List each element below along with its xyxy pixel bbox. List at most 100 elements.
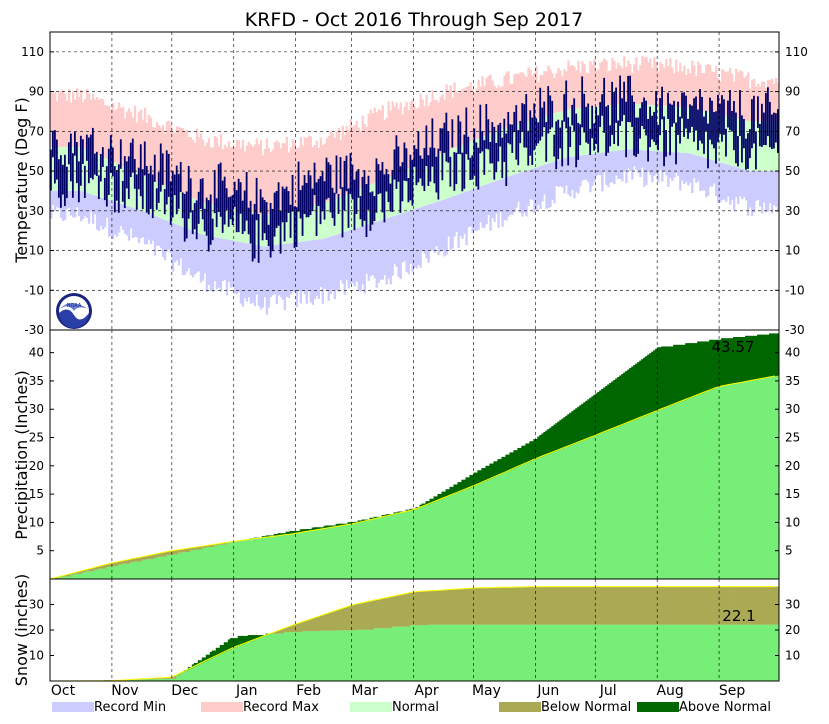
snow-normal-bar <box>324 631 326 681</box>
record-max-bar <box>571 65 573 109</box>
record-min-bar <box>739 168 741 196</box>
record-min-bar <box>725 164 727 202</box>
observed-day-bar <box>447 131 449 163</box>
precip-normal-bar <box>561 449 563 579</box>
precip-normal-bar <box>352 524 354 579</box>
snow-departure-bar <box>497 587 499 624</box>
record-min-bar <box>90 194 92 212</box>
precip-normal-bar <box>459 491 461 579</box>
normal-bar <box>346 194 348 231</box>
legend-label: Above Normal <box>679 700 771 715</box>
snow-normal-bar <box>555 625 557 681</box>
snow-normal-bar <box>240 645 242 681</box>
y-tick-label-right: 110 <box>785 45 808 59</box>
snow-normal-bar <box>665 625 667 681</box>
observed-day-bar <box>433 148 435 184</box>
record-max-bar <box>461 89 463 145</box>
observed-day-bar <box>102 147 104 167</box>
observed-day-bar <box>258 214 260 263</box>
precip-normal-bar <box>651 413 653 579</box>
snow-normal-bar <box>198 664 200 681</box>
record-max-bar <box>713 72 715 113</box>
observed-day-bar <box>184 194 186 242</box>
snow-departure-bar <box>348 607 350 631</box>
observed-day-bar <box>663 116 665 166</box>
precip-normal-bar <box>673 404 675 579</box>
record-min-bar <box>408 211 410 274</box>
observed-day-bar <box>136 174 138 209</box>
record-min-bar <box>695 155 697 183</box>
snow-departure-bar <box>451 589 453 624</box>
record-min-bar <box>605 152 607 185</box>
snow-normal-bar <box>276 634 278 681</box>
snow-departure-bar <box>579 587 581 625</box>
snow-normal-bar <box>467 625 469 681</box>
record-min-bar <box>669 152 671 178</box>
snow-departure-bar <box>683 587 685 625</box>
record-min-bar <box>332 236 334 290</box>
record-max-bar <box>677 71 679 106</box>
snow-normal-bar <box>557 625 559 681</box>
record-max-bar <box>248 142 250 212</box>
snow-normal-bar <box>246 643 248 681</box>
record-max-bar <box>78 97 80 147</box>
precip-normal-bar <box>308 531 310 579</box>
observed-day-bar <box>425 125 427 166</box>
observed-day-bar <box>541 108 543 137</box>
snow-normal-bar <box>421 625 423 681</box>
precip-departure-bar <box>174 550 176 554</box>
snow-normal-bar <box>713 625 715 681</box>
precip-normal-bar <box>521 465 523 579</box>
precip-normal-bar <box>238 541 240 579</box>
observed-day-bar <box>573 98 575 131</box>
snow-departure-bar <box>346 607 348 630</box>
observed-day-bar <box>410 155 412 201</box>
observed-day-bar <box>316 182 318 236</box>
snow-departure-bar <box>775 587 777 625</box>
snow-normal-bar <box>765 625 767 681</box>
normal-bar <box>394 175 396 216</box>
precip-normal-bar <box>775 376 777 579</box>
record-min-bar <box>451 197 453 249</box>
record-min-bar <box>539 166 541 209</box>
observed-day-bar <box>613 92 615 144</box>
record-min-bar <box>174 224 176 263</box>
precip-departure-bar <box>495 461 497 476</box>
snow-departure-bar <box>284 628 286 632</box>
precip-normal-bar <box>657 410 659 579</box>
snow-normal-bar <box>643 625 645 681</box>
observed-day-bar <box>76 142 78 183</box>
normal-bar <box>144 176 146 212</box>
record-max-bar <box>641 56 643 104</box>
record-max-bar <box>531 75 533 119</box>
snow-departure-bar <box>425 591 427 625</box>
observed-day-bar <box>230 196 232 219</box>
snow-departure-bar <box>459 589 461 625</box>
record-min-bar <box>220 238 222 291</box>
record-min-bar <box>537 167 539 205</box>
observed-day-bar <box>735 113 737 164</box>
precip-normal-bar <box>338 526 340 579</box>
precip-normal-bar <box>457 492 459 579</box>
observed-day-bar <box>132 139 134 173</box>
month-tick-label: Aug <box>656 683 683 699</box>
record-min-bar <box>529 169 531 199</box>
record-max-bar <box>555 73 557 113</box>
snow-departure-bar <box>306 621 308 631</box>
snow-departure-bar <box>715 587 717 625</box>
record-min-bar <box>384 219 386 275</box>
normal-bar <box>240 210 242 242</box>
precip-departure-bar <box>623 373 625 425</box>
snow-departure-bar <box>559 587 561 625</box>
record-max-bar <box>64 94 66 147</box>
snow-normal-bar <box>202 663 204 681</box>
record-min-bar <box>308 241 310 291</box>
record-min-bar <box>499 179 501 211</box>
observed-day-bar <box>643 98 645 130</box>
y-tick-label-left: 70 <box>29 124 44 138</box>
snow-departure-bar <box>362 603 364 630</box>
snow-normal-bar <box>721 625 723 681</box>
record-min-bar <box>681 153 683 181</box>
observed-day-bar <box>348 188 350 227</box>
observed-day-bar <box>667 93 669 119</box>
